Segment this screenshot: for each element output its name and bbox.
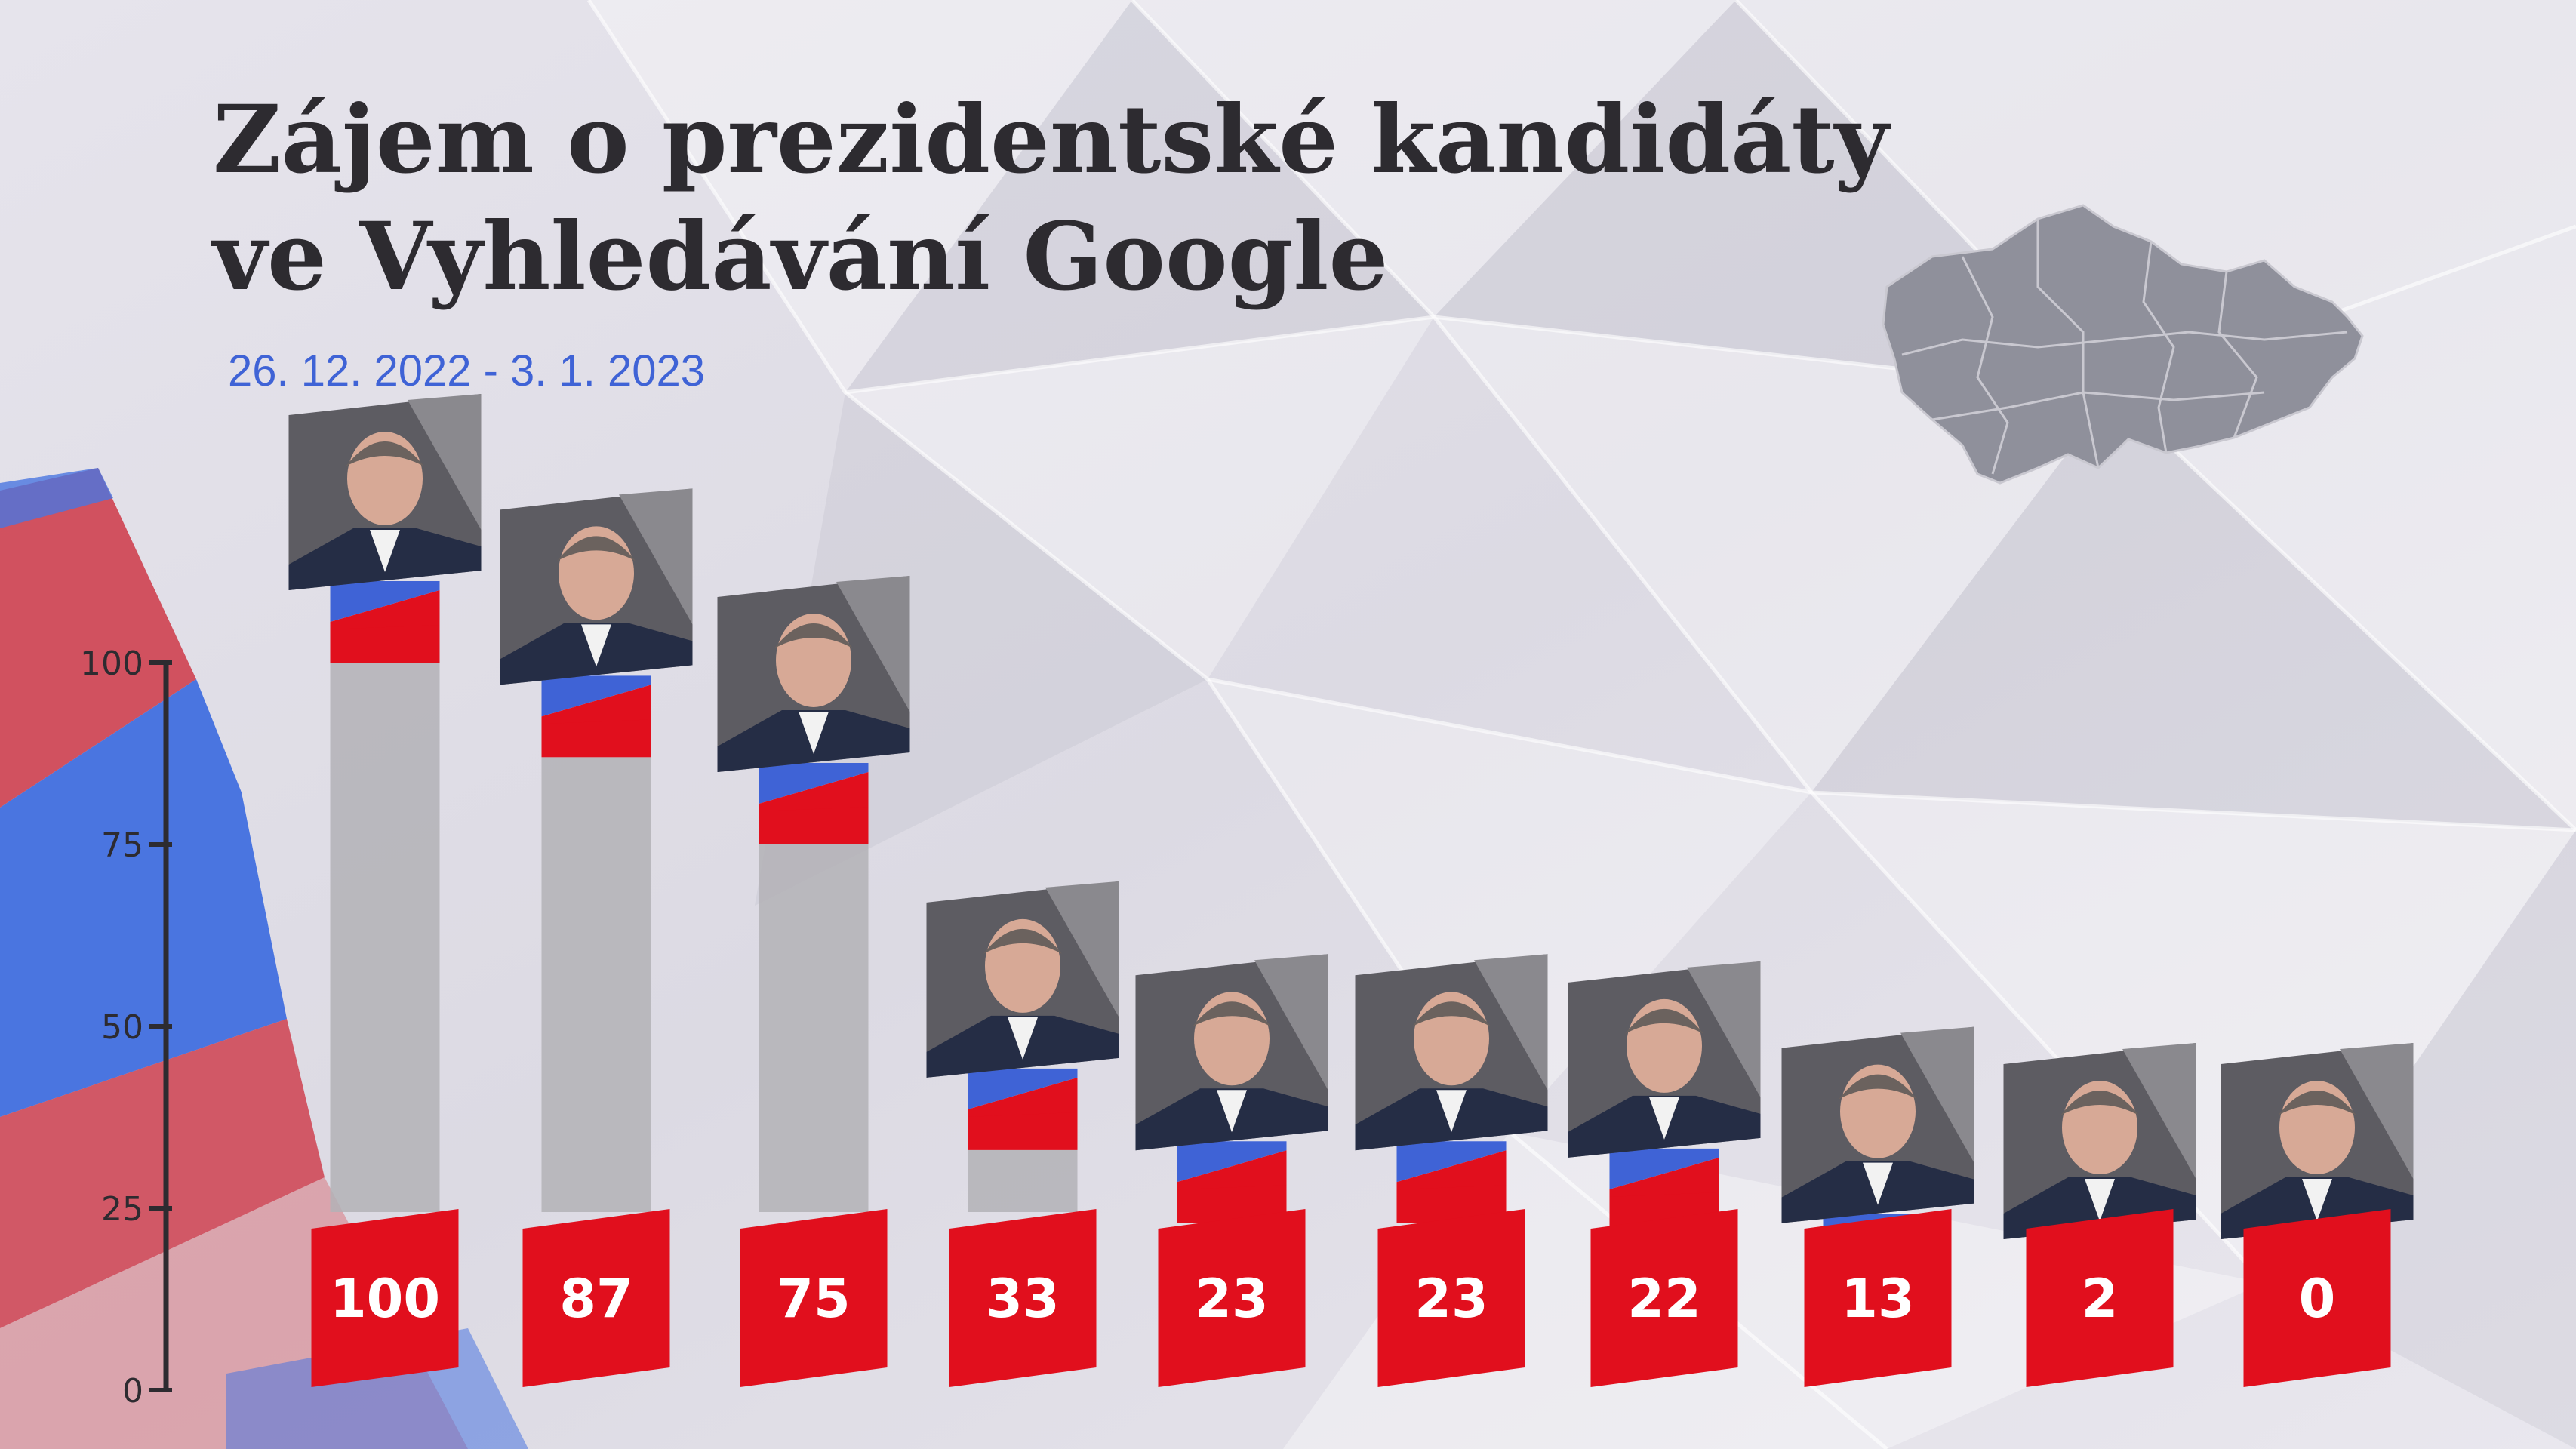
chart-subtitle-date-range: 26. 12. 2022 - 3. 1. 2023 (228, 346, 706, 395)
bar-group: 13 (1781, 1026, 1974, 1387)
bar-value-label (2026, 1209, 2174, 1387)
candidate-portrait (1568, 961, 1761, 1158)
y-tick-label: 100 (80, 645, 143, 683)
flag-icon (1177, 1141, 1287, 1223)
bar (968, 1149, 1078, 1212)
bar (541, 757, 651, 1212)
bar-group: 75 (717, 576, 910, 1387)
candidate-portrait (500, 488, 693, 685)
candidate-portrait (1135, 954, 1328, 1151)
y-tick-label: 50 (101, 1008, 143, 1047)
bar-group: 23 (1355, 954, 1548, 1387)
bar-value-label (949, 1209, 1097, 1387)
y-tick-label: 0 (122, 1372, 143, 1411)
bar-group: 2 (2003, 1043, 2196, 1387)
data-label: 23 (1195, 1268, 1268, 1330)
bar-value-label (2243, 1209, 2391, 1387)
data-label: 100 (330, 1268, 440, 1330)
data-label: 23 (1414, 1268, 1488, 1330)
bar-group: 0 (2221, 1043, 2414, 1387)
bar-value-label (522, 1209, 670, 1387)
data-label: 13 (1841, 1268, 1914, 1330)
bar-value-label (740, 1209, 888, 1387)
data-label: 0 (2299, 1268, 2336, 1330)
bar-group: 33 (926, 881, 1119, 1387)
candidate-portrait (1355, 954, 1548, 1151)
y-tick-label: 75 (101, 826, 143, 865)
candidate-portrait (2003, 1043, 2196, 1239)
candidate-portrait (2221, 1043, 2414, 1239)
data-label: 87 (559, 1268, 632, 1330)
flag-icon (541, 675, 651, 758)
chart-title-line-2: ve Vyhledávání Google (213, 202, 1389, 312)
flag-icon (1396, 1141, 1507, 1223)
y-axis: 0 25 50 75 100 (80, 645, 172, 1411)
bars: 100 87 75 33 23 23 22 13 2 0 (288, 394, 2414, 1387)
bar-group: 87 (500, 488, 693, 1387)
data-label: 33 (986, 1268, 1059, 1330)
bar-group: 22 (1568, 961, 1761, 1387)
bar-value-label (1377, 1209, 1525, 1387)
chart-title: Zájem o prezidentské kandidáty ve Vyhled… (213, 82, 1889, 315)
y-tick-label: 25 (101, 1190, 143, 1229)
bar-group: 23 (1135, 954, 1328, 1387)
czech-map-icon (1882, 204, 2364, 485)
flag-icon (968, 1068, 1078, 1150)
bar (759, 844, 869, 1212)
flag-icon (759, 763, 869, 844)
bar-value-label (1804, 1209, 1952, 1387)
flag-icon (330, 581, 440, 663)
bar-value-label (1590, 1209, 1738, 1387)
bar (330, 663, 440, 1212)
bar-group: 100 (288, 394, 482, 1387)
bar-value-label (311, 1209, 459, 1387)
data-label: 75 (777, 1268, 850, 1330)
data-label: 22 (1627, 1268, 1700, 1330)
chart-title-line-1: Zájem o prezidentské kandidáty (213, 85, 1889, 195)
candidate-portrait (926, 881, 1119, 1078)
data-label: 2 (2082, 1268, 2119, 1330)
bar-value-label (1158, 1209, 1306, 1387)
candidate-portrait (717, 576, 910, 772)
candidate-portrait (288, 394, 482, 590)
candidate-portrait (1781, 1026, 1974, 1223)
